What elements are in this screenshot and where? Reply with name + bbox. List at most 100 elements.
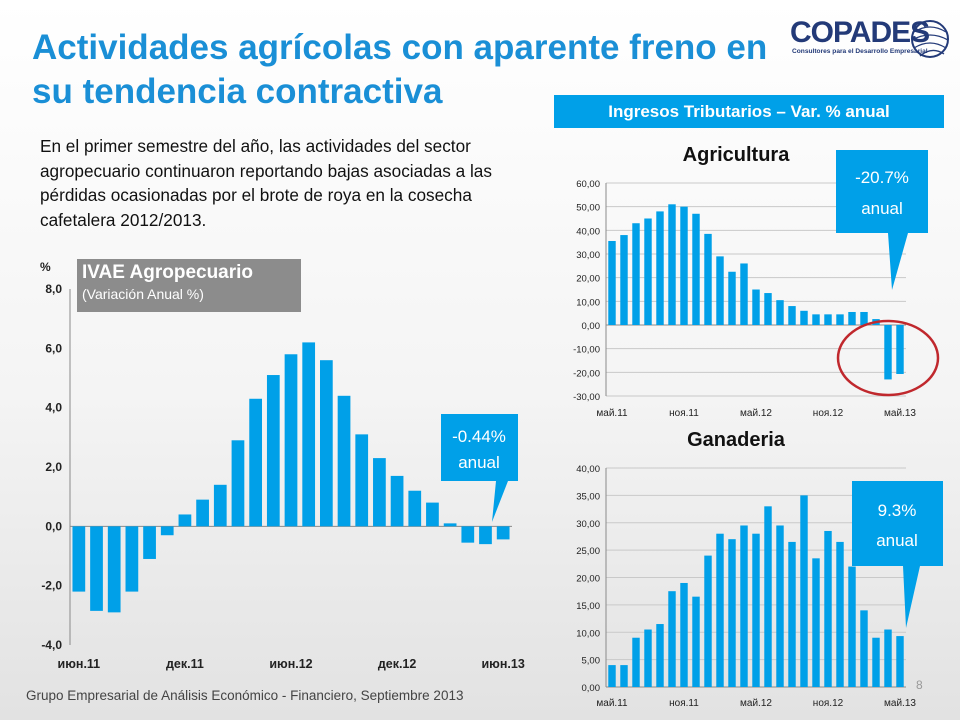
ivae-bar xyxy=(443,523,457,527)
agricultura-bar xyxy=(812,314,820,325)
ganaderia-ytick-label: 40,00 xyxy=(576,464,600,475)
ivae-callout-label: anual xyxy=(458,453,500,472)
agricultura-xtick-label: май.13 xyxy=(884,408,916,419)
ivae-bar xyxy=(143,526,156,559)
agricultura-bar xyxy=(752,289,760,325)
agricultura-ytick-label: -30,00 xyxy=(573,392,600,403)
ivae-bar xyxy=(231,440,245,527)
agricultura-xtick-label: май.12 xyxy=(740,408,772,419)
ivae-bar xyxy=(408,490,422,527)
ivae-ytick-label: 8,0 xyxy=(45,282,62,296)
ganaderia-bar xyxy=(752,533,760,687)
ivae-bar xyxy=(461,526,475,543)
ivae-bar xyxy=(90,526,103,611)
agricultura-bar xyxy=(740,263,748,325)
ivae-xtick-label: июн.13 xyxy=(482,657,525,671)
ivae-bar xyxy=(125,526,139,592)
ganaderia-ytick-label: 30,00 xyxy=(576,519,600,530)
agricultura-ytick-label: 30,00 xyxy=(576,250,600,261)
agricultura-bar xyxy=(680,206,688,325)
ganaderia-title: Ganaderia xyxy=(687,429,786,451)
agricultura-ytick-label: -10,00 xyxy=(573,345,600,356)
ganaderia-xtick-label: ноя.11 xyxy=(669,698,699,709)
ganaderia-bar xyxy=(836,541,844,687)
agricultura-chart: Agricultura -30,00 -20,00 -10,00 0,00 10,00 2… xyxy=(573,144,916,419)
agricultura-xtick-label: ноя.12 xyxy=(813,408,844,419)
ivae-bar xyxy=(496,526,510,540)
agricultura-callout-value: -20.7% xyxy=(855,168,909,187)
agricultura-bar xyxy=(860,311,868,325)
agricultura-bar xyxy=(656,211,664,325)
ivae-bar xyxy=(72,526,86,592)
ivae-bar xyxy=(319,360,333,527)
agricultura-bar xyxy=(800,310,808,325)
ivae-bar xyxy=(426,502,439,527)
ganaderia-bar xyxy=(620,665,628,687)
copades-logo: COPADES Consultores para el Desarrollo E… xyxy=(788,16,950,68)
ganaderia-bar xyxy=(788,541,796,687)
agricultura-bar xyxy=(608,240,616,325)
ganaderia-bar xyxy=(896,636,904,687)
ivae-bar xyxy=(284,354,298,527)
agricultura-ytick-label: -20,00 xyxy=(573,368,600,379)
ganaderia-bar xyxy=(680,582,688,687)
ganaderia-bar xyxy=(728,539,736,687)
ganaderia-bar xyxy=(704,555,712,687)
agricultura-callout: -20.7% anual xyxy=(836,150,928,290)
ingresos-banner: Ingresos Tributarios – Var. % anual xyxy=(554,95,944,128)
ivae-bar xyxy=(178,514,192,527)
agricultura-callout-label: anual xyxy=(861,199,903,218)
ivae-xtick-label: июн.12 xyxy=(269,657,312,671)
agricultura-ytick-label: 50,00 xyxy=(576,203,600,214)
ganaderia-bar xyxy=(812,558,820,687)
agricultura-bar xyxy=(632,223,640,325)
ganaderia-callout-label: anual xyxy=(876,531,918,550)
agricultura-bar xyxy=(824,314,832,325)
logo-wordmark: COPADES xyxy=(790,16,930,49)
ivae-bar xyxy=(249,398,263,527)
ganaderia-callout-value: 9.3% xyxy=(878,501,917,520)
agricultura-title: Agricultura xyxy=(683,144,791,166)
ganaderia-ytick-label: 20,00 xyxy=(576,574,600,585)
ganaderia-callout: 9.3% anual xyxy=(852,481,943,628)
ganaderia-bar xyxy=(740,525,748,687)
ganaderia-bar xyxy=(656,624,664,687)
ivae-ytick-label: 0,0 xyxy=(45,519,62,533)
globe-icon xyxy=(911,20,949,58)
ivae-bar xyxy=(479,526,492,545)
ganaderia-bar xyxy=(716,533,724,687)
ivae-ytick-label: 6,0 xyxy=(45,341,62,355)
ivae-bar xyxy=(196,499,209,527)
ganaderia-bar xyxy=(764,506,772,687)
ivae-ytick-label: -2,0 xyxy=(41,579,62,593)
ivae-bar xyxy=(390,475,404,527)
agricultura-bar xyxy=(764,293,772,325)
ganaderia-bar xyxy=(860,610,868,687)
ivae-bar xyxy=(107,526,121,613)
ganaderia-bar xyxy=(800,495,808,687)
ganaderia-xtick-label: май.13 xyxy=(884,698,916,709)
page-number: 8 xyxy=(916,678,923,692)
ivae-chart: % -4,0 -2,0 0,0 2,0 4,0 6,0 8,0 июн.11 дек.11 ию… xyxy=(40,260,525,671)
ganaderia-ytick-label: 10,00 xyxy=(576,628,600,639)
ivae-bar xyxy=(266,375,280,527)
agricultura-bar xyxy=(788,306,796,325)
ganaderia-xtick-label: ноя.12 xyxy=(813,698,844,709)
agricultura-ytick-label: 0,00 xyxy=(582,321,601,332)
body-paragraph: En el primer semestre del año, las activ… xyxy=(40,136,492,230)
ivae-ytick-label: 4,0 xyxy=(45,401,62,415)
agricultura-bar xyxy=(692,213,700,325)
ganaderia-ytick-label: 5,00 xyxy=(582,656,601,667)
agricultura-bar xyxy=(716,256,724,325)
agricultura-ytick-label: 40,00 xyxy=(576,226,600,237)
ganaderia-bar xyxy=(848,566,856,687)
ivae-bar xyxy=(373,458,386,527)
logo-tagline: Consultores para el Desarrollo Empresari… xyxy=(792,48,928,55)
ganaderia-ytick-label: 15,00 xyxy=(576,601,600,612)
agricultura-bar xyxy=(668,204,676,325)
agricultura-bar xyxy=(884,325,892,380)
ganaderia-bar xyxy=(632,637,640,687)
ganaderia-ytick-label: 25,00 xyxy=(576,546,600,557)
slide-title: Actividades agrícolas con aparente freno… xyxy=(32,28,768,111)
